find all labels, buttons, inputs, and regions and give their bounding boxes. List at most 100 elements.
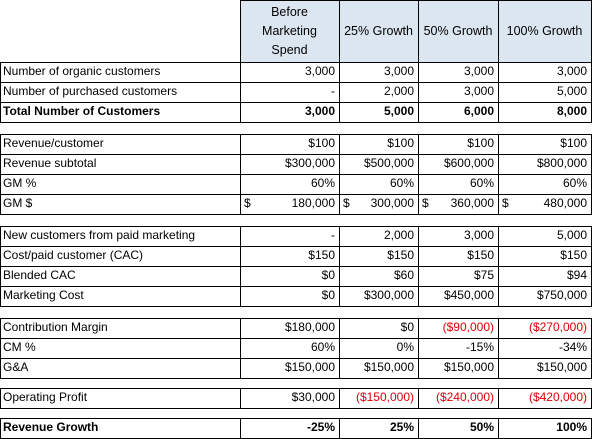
cell-value: 180,000 (291, 196, 335, 210)
cell-value: 480,000 (543, 196, 587, 210)
table-cell: 2,000 (383, 84, 414, 98)
table-cell: $150 (467, 248, 494, 262)
table-cell: 6,000 (463, 104, 494, 118)
table-cell: $0 (400, 320, 414, 334)
row-label: Number of organic customers (3, 64, 161, 78)
table-cell: $100 (387, 136, 414, 150)
row-label: CM % (3, 340, 36, 354)
grid-line-vertical (0, 418, 1, 439)
table-cell: $60 (393, 268, 414, 282)
grid-line-vertical (498, 388, 499, 409)
grid-line-vertical (339, 388, 340, 409)
grid-line-vertical (0, 388, 1, 409)
table-cell: 3,000 (463, 64, 494, 78)
row-label: Total Number of Customers (3, 104, 161, 118)
table-cell: 60% (389, 176, 414, 190)
grid-line-vertical (418, 62, 419, 123)
row-label: G&A (3, 360, 29, 374)
table-cell: 2,000 (383, 228, 414, 242)
grid-line-vertical (591, 388, 592, 409)
row-label: Revenue Growth (3, 420, 99, 434)
grid-line-horizontal (0, 418, 592, 419)
grid-line-horizontal (0, 306, 592, 307)
grid-line-vertical (418, 388, 419, 409)
grid-line-vertical (339, 318, 340, 379)
currency-symbol: $ (422, 196, 429, 210)
grid-line-horizontal (0, 358, 592, 359)
grid-line-horizontal (0, 266, 592, 267)
table-cell: $100 (560, 136, 587, 150)
table-cell: $0 (321, 268, 335, 282)
grid-line-vertical (418, 134, 419, 215)
grid-line-horizontal (0, 62, 592, 63)
row-label: Number of purchased customers (3, 84, 178, 98)
grid-line-vertical (240, 418, 241, 439)
grid-line-horizontal (0, 378, 592, 379)
grid-line-vertical (240, 62, 241, 123)
grid-line-vertical (418, 318, 419, 379)
grid-line-vertical (498, 62, 499, 123)
grid-line-horizontal (0, 318, 592, 319)
table-cell: $300,000 (363, 288, 414, 302)
table-cell: $150,000 (284, 360, 335, 374)
table-cell: 3,000 (463, 84, 494, 98)
grid-line-vertical (339, 0, 340, 63)
grid-line-horizontal (0, 194, 592, 195)
grid-line-horizontal (0, 154, 592, 155)
grid-line-horizontal (0, 408, 592, 409)
table-cell: 5,000 (556, 228, 587, 242)
table-cell: $180,000 (240, 194, 339, 214)
table-cell: 3,000 (304, 64, 335, 78)
table-cell: 60% (310, 340, 335, 354)
grid-line-vertical (418, 0, 419, 63)
currency-symbol: $ (502, 196, 509, 210)
table-cell: $360,000 (418, 194, 498, 214)
table-cell: 60% (310, 176, 335, 190)
column-header: 100% Growth (498, 0, 591, 62)
grid-line-vertical (339, 226, 340, 307)
row-label: GM $ (3, 196, 33, 210)
table-cell: $150 (560, 248, 587, 262)
table-cell: $600,000 (443, 156, 494, 170)
column-header: 50% Growth (418, 0, 498, 62)
grid-line-horizontal (0, 338, 592, 339)
table-cell: 60% (469, 176, 494, 190)
table-cell: 5,000 (556, 84, 587, 98)
grid-line-vertical (591, 62, 592, 123)
grid-line-horizontal (0, 226, 592, 227)
table-cell: 3,000 (383, 64, 414, 78)
grid-line-vertical (0, 226, 1, 307)
table-cell: 3,000 (463, 228, 494, 242)
grid-line-horizontal (0, 388, 592, 389)
table-cell: $94 (566, 268, 587, 282)
grid-line-vertical (591, 418, 592, 439)
grid-line-horizontal (0, 286, 592, 287)
grid-line-vertical (240, 134, 241, 215)
grid-line-vertical (240, 226, 241, 307)
table-cell: - (331, 228, 335, 242)
row-label: New customers from paid marketing (3, 228, 196, 242)
table-cell: $100 (467, 136, 494, 150)
cell-value: 300,000 (370, 196, 414, 210)
table-cell: $100 (308, 136, 335, 150)
table-cell: $150 (387, 248, 414, 262)
table-cell: 5,000 (383, 104, 414, 118)
grid-line-vertical (0, 62, 1, 123)
table-cell: $150,000 (363, 360, 414, 374)
cell-value: 360,000 (450, 196, 494, 210)
column-header: 25% Growth (339, 0, 418, 62)
grid-line-horizontal (240, 0, 592, 1)
table-cell: ($90,000) (442, 320, 494, 334)
grid-line-horizontal (0, 246, 592, 247)
grid-line-vertical (339, 418, 340, 439)
table-cell: 50% (469, 420, 494, 434)
table-cell: $150,000 (536, 360, 587, 374)
grid-line-vertical (0, 134, 1, 215)
column-header: Before Marketing Spend (240, 0, 339, 62)
table-cell: 0% (396, 340, 414, 354)
table-cell: ($420,000) (528, 390, 587, 404)
table-cell: 8,000 (556, 104, 587, 118)
grid-line-vertical (591, 134, 592, 215)
row-label: Marketing Cost (3, 288, 84, 302)
